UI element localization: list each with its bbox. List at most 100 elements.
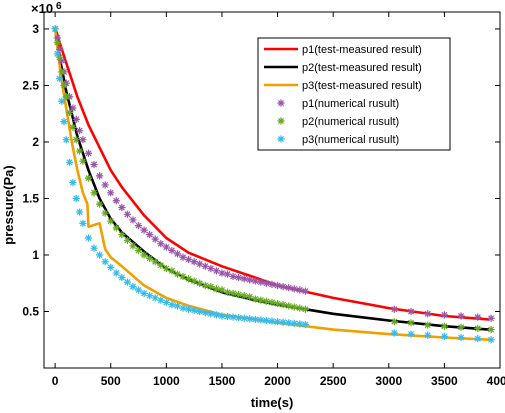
y-axis-title: pressure(Pa): [1, 165, 16, 244]
data-point: [240, 314, 248, 322]
data-point: [190, 306, 198, 314]
data-point: [118, 231, 126, 239]
data-point: [240, 292, 248, 300]
data-point: [257, 278, 265, 286]
data-point: [201, 309, 209, 317]
data-point: [440, 322, 448, 330]
data-point: [212, 311, 220, 319]
data-point: [134, 222, 143, 230]
data-point: [196, 260, 204, 268]
data-point: [301, 320, 309, 329]
data-point: [79, 219, 87, 227]
data-point: [390, 329, 398, 337]
data-point: [290, 303, 298, 311]
data-point: [90, 189, 98, 197]
data-point: [123, 210, 132, 218]
data-point: [487, 325, 495, 334]
series-markers-6: [51, 25, 495, 344]
data-point: [173, 270, 182, 278]
data-point: [235, 273, 243, 282]
y-tick-label: 1: [32, 248, 39, 262]
data-point: [474, 335, 482, 343]
data-point: [487, 336, 495, 344]
legend-label: p1(numerical rusult): [302, 98, 399, 110]
data-point: [190, 277, 198, 285]
data-point: [290, 285, 298, 293]
legend: p1(test-measured result) p2(test-measured…: [257, 37, 451, 151]
data-point: [146, 231, 154, 239]
data-point: [223, 270, 232, 278]
data-point: [62, 93, 70, 101]
y-tick-label: 2.5: [22, 78, 39, 92]
data-point: [212, 285, 220, 293]
data-point: [487, 314, 495, 322]
data-point: [96, 172, 104, 180]
data-point: [229, 272, 237, 281]
data-point: [240, 275, 248, 283]
data-point: [55, 45, 64, 53]
x-tick-label: 500: [101, 374, 121, 388]
data-point: [162, 298, 170, 307]
x-tick-label: 3000: [375, 374, 402, 388]
data-point: [146, 292, 154, 300]
data-point: [279, 318, 287, 326]
data-point: [285, 284, 293, 292]
data-point: [58, 97, 66, 105]
data-point: [457, 333, 465, 342]
series-line-1: [53, 28, 489, 321]
data-point: [58, 56, 66, 65]
data-point: [262, 297, 271, 305]
x-tick-label: 2500: [320, 374, 347, 388]
y-tick-label: 2: [32, 135, 39, 149]
data-point: [235, 290, 243, 299]
data-point: [168, 267, 176, 275]
data-point: [173, 250, 182, 258]
data-point: [157, 261, 165, 269]
data-point: [273, 318, 282, 326]
data-point: [218, 269, 226, 277]
data-point: [55, 75, 64, 83]
data-point: [285, 319, 293, 327]
data-point: [60, 118, 68, 126]
data-point: [75, 127, 84, 135]
data-point: [179, 304, 187, 312]
data-point: [279, 301, 287, 309]
data-point: [75, 147, 84, 155]
data-point: [207, 264, 215, 273]
data-point: [457, 312, 465, 320]
data-point: [251, 277, 259, 285]
data-point: [96, 200, 104, 208]
data-point: [262, 316, 271, 325]
data-point: [112, 224, 120, 232]
data-point: [268, 317, 276, 325]
data-point: [407, 307, 415, 316]
data-point: [72, 136, 80, 144]
data-point: [151, 294, 159, 302]
legend-label: p2(test-measured result): [302, 62, 422, 74]
y-tick-label: 1.5: [22, 191, 39, 205]
data-point: [123, 278, 132, 286]
data-point: [251, 315, 259, 324]
data-point: [53, 38, 61, 47]
data-point: [268, 298, 276, 307]
data-point: [390, 318, 398, 326]
data-point: [285, 302, 293, 310]
data-point: [134, 246, 143, 255]
data-point: [235, 314, 243, 322]
y-multiplier-exponent: 6: [56, 1, 62, 12]
data-point: [55, 53, 64, 61]
data-point: [129, 283, 137, 291]
data-point: [162, 264, 170, 273]
data-point: [51, 25, 59, 33]
data-point: [151, 258, 159, 266]
data-point: [424, 331, 432, 339]
data-point: [58, 68, 66, 76]
data-point: [296, 286, 304, 294]
data-point: [229, 313, 237, 321]
data-point: [79, 157, 87, 165]
legend-label: p2(numerical rusult): [302, 116, 399, 128]
data-point: [84, 149, 93, 157]
data-point: [440, 311, 448, 319]
data-point: [140, 251, 148, 259]
